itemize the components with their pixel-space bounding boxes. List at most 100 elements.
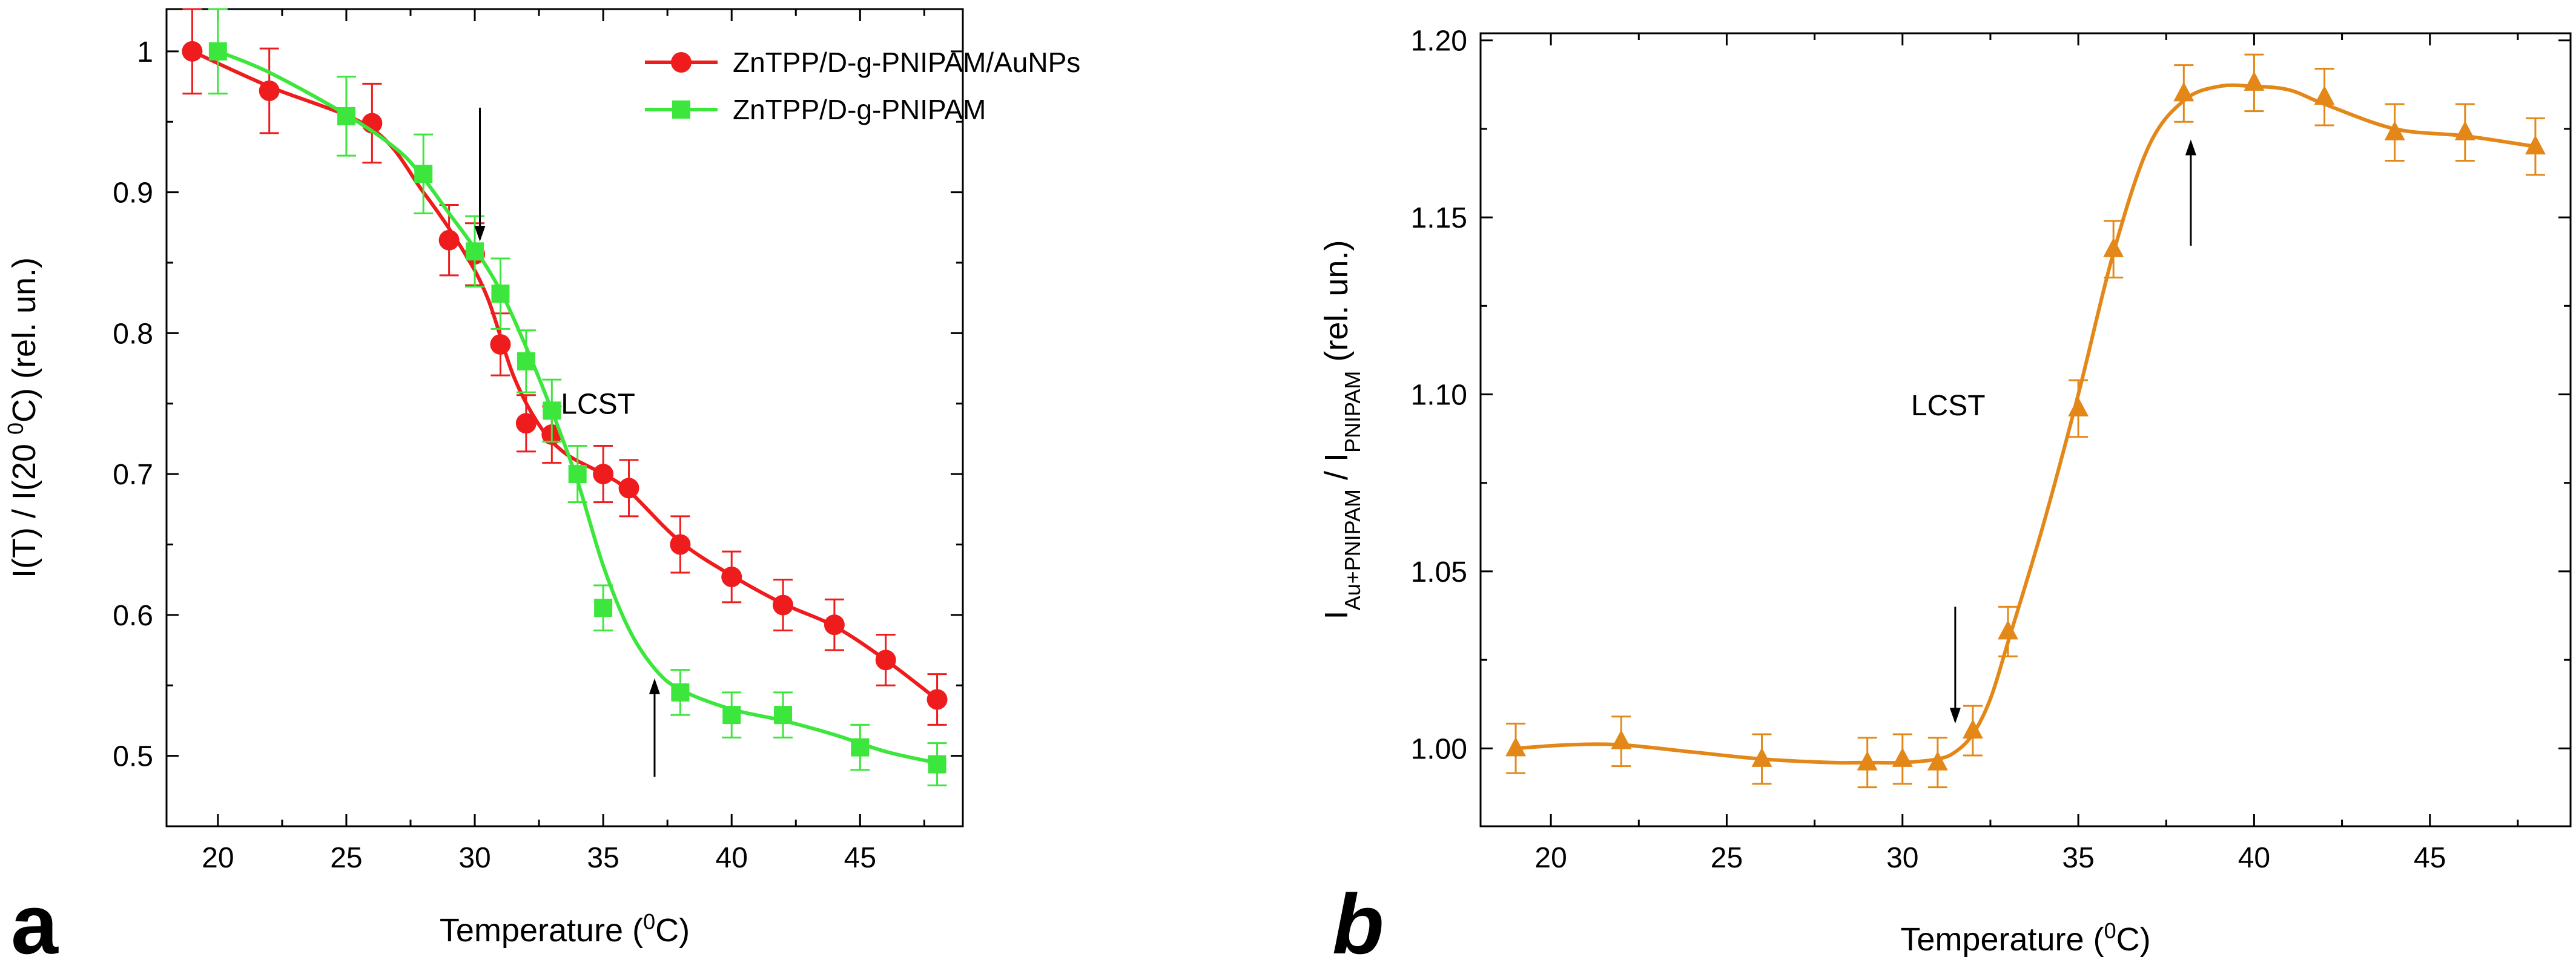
panel-b-chart: 20 25 30 35 40 45 1.00 1.05 1.10 1.15 1.20 Temperat…	[1318, 25, 2572, 958]
data-point	[774, 706, 793, 725]
data-point	[491, 285, 510, 303]
annotation-arrow	[2185, 139, 2196, 246]
data-point	[1505, 737, 1527, 757]
y-axis-label-i: I	[1318, 610, 1355, 619]
y-tick-label: 0.7	[113, 459, 153, 491]
legend-label: ZnTPP/D-g-PNIPAM	[733, 94, 986, 125]
annotation-arrow	[474, 107, 486, 242]
arrow-head	[2185, 139, 2196, 156]
panel-b-letter: b	[1332, 877, 1384, 972]
y-axis-label-sub1: Au+PNIPAM	[1340, 489, 1365, 610]
y-axis-label-main: I(T) / I(20	[6, 435, 42, 578]
y-axis-label-end: C) (rel. un.)	[6, 257, 42, 423]
y-tick-label: 1	[137, 36, 153, 68]
data-point	[671, 683, 690, 702]
series-line	[217, 50, 938, 765]
data-point	[2384, 120, 2405, 140]
y-axis-label-end: (rel. un.)	[1318, 240, 1355, 371]
annotation-arrow	[649, 678, 660, 777]
x-tick-label: 40	[716, 842, 748, 874]
y-axis-label: I(T) / I(20 0C) (rel. un.)	[3, 257, 43, 578]
x-tick-label: 45	[844, 842, 876, 874]
y-tick-label: 1.05	[1411, 556, 1467, 588]
x-tick-label: 35	[587, 842, 619, 874]
data-point	[928, 755, 946, 774]
data-point	[2525, 135, 2546, 155]
data-point	[1997, 620, 2018, 640]
panel-a-chart: 20 25 30 35 40 45 0.5 0.6 0.7 0.8 0.9 1 Temperature …	[3, 8, 1080, 949]
x-axis-label: Temperature (0C)	[440, 909, 690, 949]
arrow-head	[1949, 708, 1961, 724]
data-point	[2314, 85, 2335, 105]
arrow-head	[649, 678, 660, 694]
legend-marker	[672, 100, 690, 119]
y-axis-label-sub2: PNIPAM	[1340, 371, 1365, 453]
x-tick-label: 35	[2062, 842, 2094, 874]
lcst-annotation: LCST	[561, 389, 635, 421]
data-point	[1962, 719, 1983, 739]
plot-frame	[1479, 32, 2572, 827]
data-point	[875, 650, 896, 671]
data-point	[2068, 396, 2089, 416]
data-point	[259, 81, 280, 101]
x-tick-label: 25	[1711, 842, 1743, 874]
data-point	[2173, 82, 2195, 102]
data-point	[618, 478, 639, 499]
series-line	[1515, 83, 2536, 765]
series-1	[1505, 53, 2546, 789]
x-tick-label: 30	[1886, 842, 1918, 874]
data-point	[414, 165, 433, 183]
series-line	[191, 50, 939, 701]
data-point	[568, 465, 587, 484]
x-axis-label-end: C)	[2116, 921, 2151, 958]
annotation-arrow	[1949, 607, 1961, 724]
panel-a-letter: a	[11, 877, 59, 972]
legend: ZnTPP/D-g-PNIPAM/AuNPs ZnTPP/D-g-PNIPAM	[645, 47, 1080, 125]
data-point	[1892, 747, 1913, 767]
y-tick-label: 1.10	[1411, 380, 1467, 412]
data-point	[594, 599, 613, 617]
x-tick-label: 25	[330, 842, 362, 874]
y-tick-label: 0.5	[113, 741, 153, 773]
data-point	[773, 594, 794, 616]
data-point	[1927, 751, 1948, 771]
x-axis-label: Temperature (0C)	[1900, 918, 2150, 958]
lcst-annotation: LCST	[1911, 390, 1986, 422]
y-tick-label: 1.20	[1411, 25, 1467, 58]
legend-label: ZnTPP/D-g-PNIPAM/AuNPs	[733, 47, 1080, 78]
x-tick-label: 30	[458, 842, 490, 874]
data-point	[2244, 71, 2265, 91]
x-axis-label-sup: 0	[2104, 918, 2116, 943]
data-point	[1611, 729, 1632, 749]
data-point	[466, 242, 484, 261]
y-tick-label: 0.8	[113, 318, 153, 350]
data-point	[926, 689, 948, 710]
data-point	[515, 413, 537, 434]
x-tick-label: 40	[2238, 842, 2270, 874]
data-point	[851, 738, 870, 757]
y-tick-label: 1.15	[1411, 202, 1467, 234]
x-axis-label-main: Temperature (	[1900, 921, 2104, 958]
data-point	[182, 41, 203, 62]
data-point	[670, 534, 691, 555]
y-tick-label: 1.00	[1411, 733, 1467, 765]
plot-frame	[165, 8, 964, 827]
y-axis-label-sup: 0	[3, 423, 28, 435]
y-tick-label: 0.6	[113, 600, 153, 632]
data-point	[593, 464, 614, 485]
data-point	[721, 567, 742, 588]
x-axis-label-end: C)	[655, 912, 690, 949]
data-point	[1857, 751, 1878, 771]
x-tick-label: 20	[1534, 842, 1567, 874]
y-axis-label-mid: / I	[1318, 453, 1355, 489]
data-point	[208, 42, 227, 61]
data-point	[824, 614, 845, 636]
data-point	[438, 229, 460, 251]
x-tick-label: 20	[202, 842, 234, 874]
data-point	[543, 401, 561, 420]
x-axis-label-sup: 0	[643, 909, 655, 934]
data-point	[2454, 120, 2475, 140]
data-point	[490, 334, 511, 355]
data-point	[1751, 747, 1772, 767]
